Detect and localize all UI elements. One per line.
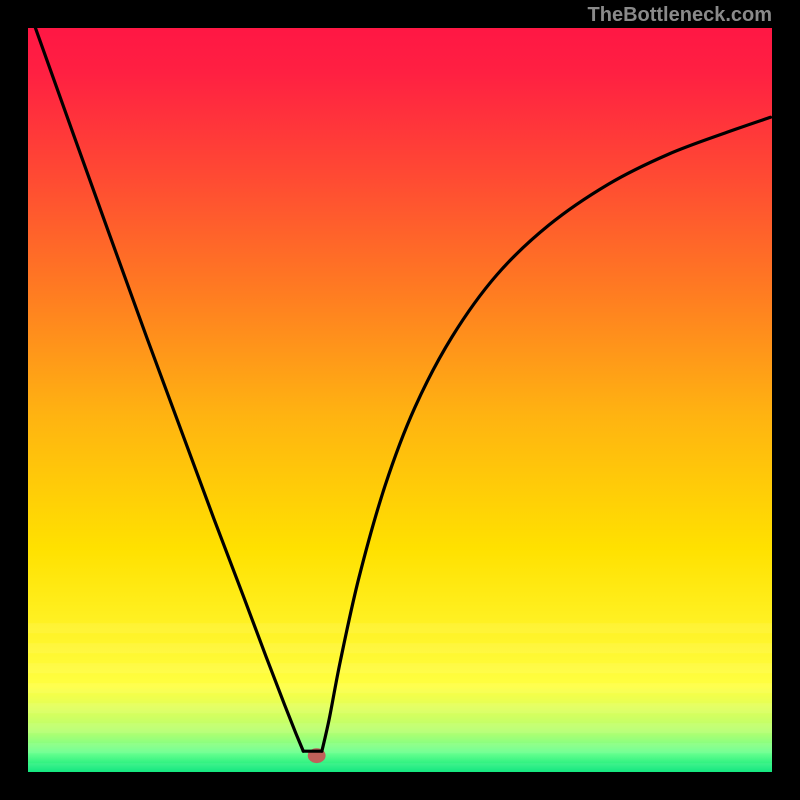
chart-frame: TheBottleneck.com — [0, 0, 800, 800]
plot-area — [28, 28, 772, 772]
bottleneck-chart-svg — [28, 28, 772, 772]
watermark-text: TheBottleneck.com — [588, 4, 772, 27]
